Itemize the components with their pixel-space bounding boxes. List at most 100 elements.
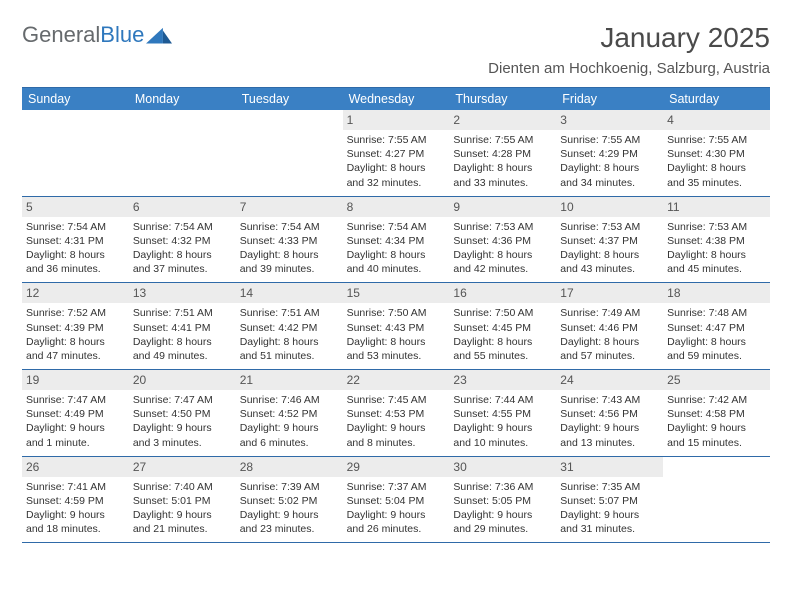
sunrise-line: Sunrise: 7:55 AM bbox=[667, 133, 766, 147]
daylight-line: Daylight: 8 hours and 39 minutes. bbox=[240, 248, 339, 276]
logo-text-general: General bbox=[22, 22, 100, 47]
sunset-line: Sunset: 4:58 PM bbox=[667, 407, 766, 421]
day-number: 12 bbox=[22, 283, 129, 303]
day-number: 1 bbox=[343, 110, 450, 130]
sunrise-line: Sunrise: 7:55 AM bbox=[347, 133, 446, 147]
day-cell: 26Sunrise: 7:41 AMSunset: 4:59 PMDayligh… bbox=[22, 457, 129, 543]
day-number: 9 bbox=[449, 197, 556, 217]
week-row: 19Sunrise: 7:47 AMSunset: 4:49 PMDayligh… bbox=[22, 370, 770, 457]
month-title: January 2025 bbox=[488, 22, 770, 54]
sunrise-line: Sunrise: 7:47 AM bbox=[26, 393, 125, 407]
daylight-line: Daylight: 9 hours and 6 minutes. bbox=[240, 421, 339, 449]
daylight-line: Daylight: 8 hours and 49 minutes. bbox=[133, 335, 232, 363]
sunset-line: Sunset: 4:46 PM bbox=[560, 321, 659, 335]
daylight-line: Daylight: 9 hours and 8 minutes. bbox=[347, 421, 446, 449]
title-block: January 2025 Dienten am Hochkoenig, Salz… bbox=[488, 22, 770, 77]
logo-icon bbox=[146, 25, 172, 45]
day-number: 5 bbox=[22, 197, 129, 217]
day-number: 14 bbox=[236, 283, 343, 303]
sunset-line: Sunset: 4:33 PM bbox=[240, 234, 339, 248]
week-row: 12 Sunrise: 7:52 AMSunset: 4:39 PMDayligh… bbox=[22, 283, 770, 370]
sunrise-line: Sunrise: 7:37 AM bbox=[347, 480, 446, 494]
day-number: 30 bbox=[449, 457, 556, 477]
day-number: 7 bbox=[236, 197, 343, 217]
day-number: 23 bbox=[449, 370, 556, 390]
weekday-header: Friday bbox=[556, 88, 663, 110]
sunset-line: Sunset: 4:38 PM bbox=[667, 234, 766, 248]
daylight-line: Daylight: 9 hours and 3 minutes. bbox=[133, 421, 232, 449]
daylight-line: Daylight: 8 hours and 45 minutes. bbox=[667, 248, 766, 276]
day-number: 15 bbox=[343, 283, 450, 303]
sunrise-line: Sunrise: 7:49 AM bbox=[560, 306, 659, 320]
day-number: 22 bbox=[343, 370, 450, 390]
day-cell: 20Sunrise: 7:47 AMSunset: 4:50 PMDayligh… bbox=[129, 370, 236, 456]
day-number: 6 bbox=[129, 197, 236, 217]
day-info: Sunrise: 7:55 AMSunset: 4:27 PMDaylight:… bbox=[347, 133, 446, 190]
daylight-line: Daylight: 9 hours and 15 minutes. bbox=[667, 421, 766, 449]
day-number: 28 bbox=[236, 457, 343, 477]
day-number: 24 bbox=[556, 370, 663, 390]
sunrise-line: Sunrise: 7:35 AM bbox=[560, 480, 659, 494]
sunrise-line: Sunrise: 7:54 AM bbox=[26, 220, 125, 234]
day-cell: 14 Sunrise: 7:51 AMSunset: 4:42 PMDayligh… bbox=[236, 283, 343, 369]
day-cell: 24 Sunrise: 7:43 AMSunset: 4:56 PMDayligh… bbox=[556, 370, 663, 456]
day-cell: 1 Sunrise: 7:55 AMSunset: 4:27 PMDaylight… bbox=[343, 110, 450, 196]
day-cell: 30Sunrise: 7:36 AMSunset: 5:05 PMDayligh… bbox=[449, 457, 556, 543]
sunset-line: Sunset: 4:28 PM bbox=[453, 147, 552, 161]
sunrise-line: Sunrise: 7:44 AM bbox=[453, 393, 552, 407]
day-number: 10 bbox=[556, 197, 663, 217]
sunrise-line: Sunrise: 7:51 AM bbox=[240, 306, 339, 320]
daylight-line: Daylight: 8 hours and 42 minutes. bbox=[453, 248, 552, 276]
sunrise-line: Sunrise: 7:53 AM bbox=[560, 220, 659, 234]
sunrise-line: Sunrise: 7:40 AM bbox=[133, 480, 232, 494]
sunrise-line: Sunrise: 7:50 AM bbox=[347, 306, 446, 320]
day-cell: 22 Sunrise: 7:45 AMSunset: 4:53 PMDayligh… bbox=[343, 370, 450, 456]
daylight-line: Daylight: 9 hours and 21 minutes. bbox=[133, 508, 232, 536]
day-cell: 19Sunrise: 7:47 AMSunset: 4:49 PMDayligh… bbox=[22, 370, 129, 456]
sunset-line: Sunset: 4:55 PM bbox=[453, 407, 552, 421]
sunset-line: Sunset: 4:56 PM bbox=[560, 407, 659, 421]
day-info: Sunrise: 7:43 AMSunset: 4:56 PMDaylight:… bbox=[560, 393, 659, 450]
weekday-header: Wednesday bbox=[343, 88, 450, 110]
day-info: Sunrise: 7:53 AMSunset: 4:36 PMDaylight:… bbox=[453, 220, 552, 277]
sunrise-line: Sunrise: 7:55 AM bbox=[560, 133, 659, 147]
day-number: 29 bbox=[343, 457, 450, 477]
sunset-line: Sunset: 4:52 PM bbox=[240, 407, 339, 421]
daylight-line: Daylight: 8 hours and 47 minutes. bbox=[26, 335, 125, 363]
sunrise-line: Sunrise: 7:51 AM bbox=[133, 306, 232, 320]
sunset-line: Sunset: 4:30 PM bbox=[667, 147, 766, 161]
week-row: 5Sunrise: 7:54 AMSunset: 4:31 PMDaylight… bbox=[22, 197, 770, 284]
day-info: Sunrise: 7:55 AMSunset: 4:28 PMDaylight:… bbox=[453, 133, 552, 190]
day-cell: 18Sunrise: 7:48 AMSunset: 4:47 PMDayligh… bbox=[663, 283, 770, 369]
sunrise-line: Sunrise: 7:46 AM bbox=[240, 393, 339, 407]
day-cell: 8 Sunrise: 7:54 AMSunset: 4:34 PMDaylight… bbox=[343, 197, 450, 283]
sunrise-line: Sunrise: 7:39 AM bbox=[240, 480, 339, 494]
sunrise-line: Sunrise: 7:36 AM bbox=[453, 480, 552, 494]
day-info: Sunrise: 7:47 AMSunset: 4:50 PMDaylight:… bbox=[133, 393, 232, 450]
day-number: 8 bbox=[343, 197, 450, 217]
sunrise-line: Sunrise: 7:54 AM bbox=[133, 220, 232, 234]
daylight-line: Daylight: 9 hours and 23 minutes. bbox=[240, 508, 339, 536]
day-info: Sunrise: 7:52 AMSunset: 4:39 PMDaylight:… bbox=[26, 306, 125, 363]
weekday-header-row: Sunday Monday Tuesday Wednesday Thursday… bbox=[22, 88, 770, 110]
day-info: Sunrise: 7:54 AMSunset: 4:34 PMDaylight:… bbox=[347, 220, 446, 277]
day-cell: 29Sunrise: 7:37 AMSunset: 5:04 PMDayligh… bbox=[343, 457, 450, 543]
sunrise-line: Sunrise: 7:53 AM bbox=[667, 220, 766, 234]
daylight-line: Daylight: 8 hours and 35 minutes. bbox=[667, 161, 766, 189]
day-info: Sunrise: 7:50 AMSunset: 4:45 PMDaylight:… bbox=[453, 306, 552, 363]
sunset-line: Sunset: 4:42 PM bbox=[240, 321, 339, 335]
daylight-line: Daylight: 9 hours and 31 minutes. bbox=[560, 508, 659, 536]
sunset-line: Sunset: 4:45 PM bbox=[453, 321, 552, 335]
week-row: ...1Sunrise: 7:55 AMSunset: 4:27 PMDayli… bbox=[22, 110, 770, 197]
daylight-line: Daylight: 8 hours and 59 minutes. bbox=[667, 335, 766, 363]
sunset-line: Sunset: 5:01 PM bbox=[133, 494, 232, 508]
daylight-line: Daylight: 9 hours and 10 minutes. bbox=[453, 421, 552, 449]
day-cell: 17Sunrise: 7:49 AMSunset: 4:46 PMDayligh… bbox=[556, 283, 663, 369]
day-cell: . bbox=[236, 110, 343, 196]
day-cell: . bbox=[22, 110, 129, 196]
daylight-line: Daylight: 8 hours and 40 minutes. bbox=[347, 248, 446, 276]
day-info: Sunrise: 7:45 AMSunset: 4:53 PMDaylight:… bbox=[347, 393, 446, 450]
day-info: Sunrise: 7:51 AMSunset: 4:42 PMDaylight:… bbox=[240, 306, 339, 363]
day-cell: . bbox=[663, 457, 770, 543]
sunset-line: Sunset: 5:04 PM bbox=[347, 494, 446, 508]
